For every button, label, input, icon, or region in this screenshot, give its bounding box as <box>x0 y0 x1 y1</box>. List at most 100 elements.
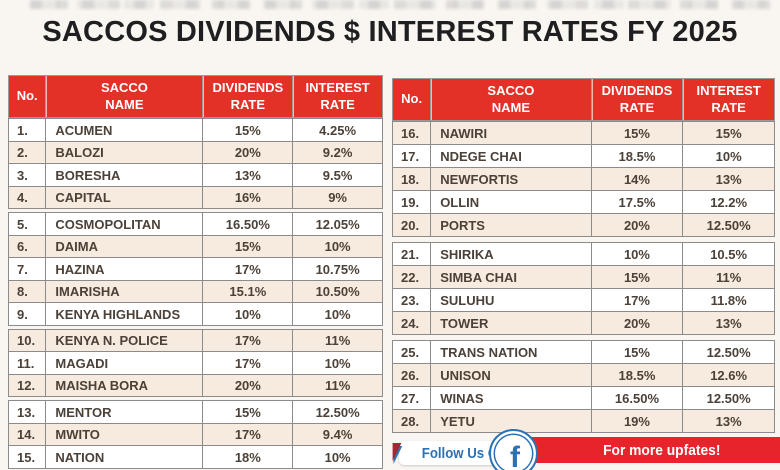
table-row: 28. YETU 19% 13% <box>391 409 775 434</box>
cell-name: BALOZI <box>45 140 204 165</box>
table-row: 8. IMARISHA 15.1% 10.50% <box>7 279 383 304</box>
cell-no: 16. <box>391 121 432 146</box>
cell-interest: 13% <box>682 409 775 434</box>
column-header-name: SACCO NAME <box>430 77 592 122</box>
cell-interest: 10% <box>682 144 775 169</box>
cell-no: 14. <box>7 422 47 447</box>
cell-interest: 15% <box>682 121 775 146</box>
table-header-right: No. SACCO NAME DIVIDENDS RATE INTEREST R… <box>391 77 775 122</box>
table-row: 18. NEWFORTIS 14% 13% <box>391 167 775 192</box>
table-row: 26. UNISON 18.5% 12.6% <box>391 363 775 388</box>
sacco-table-block: 13. MENTOR 15% 12.50% 14. MWITO 17% 9.4% 15. NATI… <box>7 400 383 469</box>
cell-dividends: 16.50% <box>590 386 684 411</box>
cell-dividends: 10% <box>590 242 684 267</box>
table-row: 9. KENYA HIGHLANDS 10% 10% <box>7 302 383 326</box>
cell-dividends: 16.50% <box>202 212 294 236</box>
cell-interest: 12.50% <box>682 213 775 238</box>
cell-interest: 10.5% <box>682 242 775 267</box>
updates-banner-label: For more upfates! <box>602 441 721 459</box>
cell-interest: 10% <box>292 234 383 259</box>
cell-name: ACUMEN <box>45 118 204 142</box>
cell-name: SIMBA CHAI <box>430 265 592 290</box>
table-row: 10. KENYA N. POLICE 17% 11% <box>7 328 383 353</box>
table-row: 5. COSMOPOLITAN 16.50% 12.05% <box>7 212 383 236</box>
table-row: 1. ACUMEN 15% 4.25% <box>7 118 383 142</box>
cell-dividends: 17% <box>202 422 294 447</box>
cell-interest: 11% <box>682 265 775 290</box>
cell-name: HAZINA <box>45 257 204 281</box>
cell-no: 2. <box>7 140 47 165</box>
table-row: 4. CAPITAL 16% 9% <box>7 185 383 210</box>
table-row: 3. BORESHA 13% 9.5% <box>7 163 383 187</box>
cell-name: COSMOPOLITAN <box>45 212 204 236</box>
cell-name: PORTS <box>430 213 592 238</box>
cell-interest: 4.25% <box>292 118 383 142</box>
cell-dividends: 17% <box>202 257 294 281</box>
cell-name: MENTOR <box>45 400 204 424</box>
cell-dividends: 20% <box>590 311 684 336</box>
cell-name: SHIRIKA <box>430 242 592 267</box>
cell-interest: 10% <box>292 445 383 469</box>
column-header-interest: INTEREST RATE <box>292 74 383 119</box>
facebook-icon[interactable]: f <box>489 429 538 470</box>
cell-interest: 10.50% <box>292 279 383 304</box>
cell-name: TRANS NATION <box>430 340 592 365</box>
cell-name: OLLIN <box>430 190 592 215</box>
cell-no: 19. <box>391 190 432 215</box>
cell-dividends: 15% <box>590 265 684 290</box>
cell-dividends: 15% <box>590 121 684 146</box>
cell-interest: 12.2% <box>682 190 775 215</box>
cell-name: TOWER <box>430 311 592 336</box>
cell-dividends: 15% <box>202 234 294 259</box>
table-row: 16. NAWIRI 15% 15% <box>391 121 775 146</box>
cell-dividends: 18.5% <box>590 144 684 169</box>
cell-dividends: 15% <box>202 118 294 142</box>
cell-interest: 10.75% <box>292 257 383 281</box>
cell-name: IMARISHA <box>45 279 204 304</box>
cell-dividends: 15.1% <box>202 279 294 304</box>
cell-no: 6. <box>7 234 47 259</box>
cell-no: 3. <box>7 163 47 187</box>
cell-interest: 12.6% <box>682 363 775 388</box>
cell-interest: 11% <box>292 373 383 398</box>
table-row: 20. PORTS 20% 12.50% <box>391 213 775 238</box>
cell-name: BORESHA <box>45 163 204 187</box>
cell-name: MWITO <box>45 422 204 447</box>
sacco-table-block: 25. TRANS NATION 15% 12.50% 26. UNISON 18.5% 12… <box>391 340 775 434</box>
cell-interest: 9.5% <box>292 163 383 187</box>
table-row: 17. NDEGE CHAI 18.5% 10% <box>391 144 775 169</box>
sacco-table-block: 5. COSMOPOLITAN 16.50% 12.05% 6. DAIMA 15% 10% 7… <box>7 212 383 326</box>
cell-name: UNISON <box>430 363 592 388</box>
cell-no: 21. <box>391 242 432 267</box>
table-row: 12. MAISHA BORA 20% 11% <box>7 373 383 398</box>
cell-dividends: 17% <box>590 288 684 313</box>
sacco-table-left: No. SACCO NAME DIVIDENDS RATE INTEREST R… <box>7 74 383 469</box>
cell-name: NEWFORTIS <box>430 167 592 192</box>
column-header-dividends: DIVIDENDS RATE <box>590 77 684 122</box>
cell-name: SULUHU <box>430 288 592 313</box>
cell-dividends: 17.5% <box>590 190 684 215</box>
table-row: 24. TOWER 20% 13% <box>391 311 775 336</box>
updates-banner: For more upfates! <box>515 437 780 463</box>
cell-no: 18. <box>391 167 432 192</box>
cell-interest: 13% <box>682 167 775 192</box>
table-row: 11. MAGADI 17% 10% <box>7 351 383 375</box>
cell-name: MAGADI <box>45 351 204 375</box>
cropped-top-artifact <box>30 0 770 9</box>
sacco-table-block: 16. NAWIRI 15% 15% 17. NDEGE CHAI 18.5% 10% 18. N… <box>391 121 775 238</box>
cell-no: 27. <box>391 386 432 411</box>
cell-interest: 9.2% <box>292 140 383 165</box>
cell-dividends: 19% <box>590 409 684 434</box>
cell-no: 11. <box>7 351 47 375</box>
cell-no: 9. <box>7 302 47 326</box>
cell-no: 10. <box>7 328 47 353</box>
cell-no: 12. <box>7 373 47 398</box>
cell-interest: 13% <box>682 311 775 336</box>
table-row: 6. DAIMA 15% 10% <box>7 234 383 259</box>
facebook-f-glyph: f <box>510 441 520 470</box>
cell-name: MAISHA BORA <box>45 373 204 398</box>
cell-dividends: 15% <box>590 340 684 365</box>
cell-dividends: 14% <box>590 167 684 192</box>
cell-name: NDEGE CHAI <box>430 144 592 169</box>
